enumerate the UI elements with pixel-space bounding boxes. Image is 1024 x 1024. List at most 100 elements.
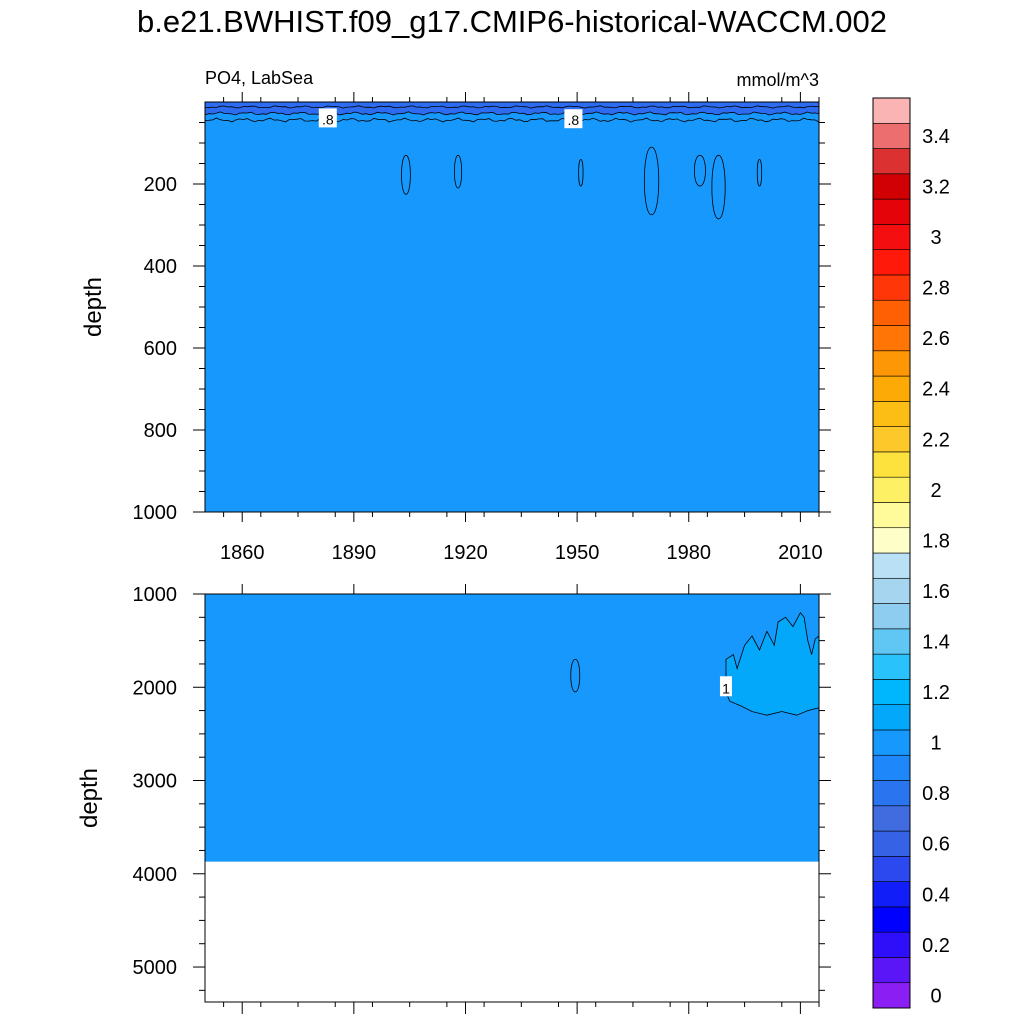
lower-contour-labels: 1 <box>719 676 732 697</box>
colorbar-swatch <box>872 426 911 453</box>
lower-panel: 1 1000 2000 3000 4000 5000 depth <box>76 584 831 1014</box>
colorbar-frame <box>872 97 911 1009</box>
lower-contour-island <box>570 658 581 693</box>
colorbar-swatch <box>872 451 911 478</box>
colorbar-swatch <box>872 325 911 352</box>
lower-plot-frame <box>204 593 820 1003</box>
colorbar-swatch <box>872 780 911 807</box>
contour-island <box>643 146 660 216</box>
contour-label-text: .8 <box>322 111 334 127</box>
upper-panel: .8 .8 1860 1890 1920 1950 1980 2010 200 400 600 80… <box>80 68 831 564</box>
colorbar-swatch <box>872 502 911 529</box>
contour-island <box>693 154 706 187</box>
colorbar-swatch <box>872 679 911 705</box>
colorbar: 0 0.2 0.4 0.6 0.8 1 1.2 1.4 1.6 1.8 2 2.2 2.4 2.6 2.8 3… <box>872 97 950 1009</box>
contour-label-box <box>719 676 732 697</box>
contour-label: .8 <box>318 108 337 128</box>
x-tick-label: 1950 <box>555 542 600 564</box>
y-tick-label: 800 <box>144 420 177 442</box>
y-tick-label: 1000 <box>133 584 178 606</box>
upper-contour-line-1 <box>204 105 820 109</box>
upper-contour-islands <box>401 146 763 220</box>
colorbar-swatch <box>872 299 911 326</box>
lower-anomaly-region <box>725 611 820 716</box>
colorbar-label: 1.8 <box>922 530 950 552</box>
contour-island <box>711 154 726 220</box>
x-tick-label: 1920 <box>443 542 488 564</box>
colorbar-swatch <box>872 982 911 1009</box>
x-tick-label: 1860 <box>220 542 265 564</box>
upper-contour-line-2 <box>204 111 820 116</box>
colorbar-swatch <box>872 148 911 175</box>
colorbar-label: 2 <box>930 480 941 502</box>
colorbar-swatch <box>872 198 911 225</box>
lower-field-fill <box>205 594 819 862</box>
colorbar-swatch <box>872 628 911 655</box>
colorbar-label: 0.4 <box>922 884 950 906</box>
colorbar-label: 0.8 <box>922 783 950 805</box>
contour-island <box>756 158 763 187</box>
colorbar-label: 2.4 <box>922 379 950 401</box>
colorbar-swatch <box>872 527 911 554</box>
upper-contour-labels: .8 .8 <box>318 108 583 129</box>
colorbar-swatch <box>872 401 911 427</box>
y-tick-label: 3000 <box>133 771 178 793</box>
colorbar-label: 2.8 <box>922 278 950 300</box>
contour-island <box>578 158 584 187</box>
colorbar-swatch <box>872 224 911 250</box>
colorbar-label: 3.2 <box>922 176 950 198</box>
upper-left-label: PO4, LabSea <box>205 68 314 88</box>
colorbar-swatch <box>872 856 911 882</box>
colorbar-swatch <box>872 173 911 200</box>
colorbar-swatch <box>872 754 911 781</box>
colorbar-swatch <box>872 704 911 731</box>
y-tick-label: 400 <box>144 256 177 278</box>
colorbar-label: 0.2 <box>922 935 950 957</box>
colorbar-swatch <box>872 350 911 377</box>
colorbar-label: 3 <box>930 227 941 249</box>
contour-label-text: 1 <box>722 680 730 696</box>
y-tick-label: 600 <box>144 338 177 360</box>
colorbar-swatch <box>872 603 911 630</box>
upper-contour-line-3 <box>204 117 820 123</box>
contour-label: .8 <box>564 109 583 129</box>
contour-island <box>401 154 411 195</box>
y-tick-label: 4000 <box>133 864 178 886</box>
upper-right-label: mmol/m^3 <box>737 70 819 90</box>
colorbar-swatch <box>872 805 911 832</box>
lower-y-axis-label: depth <box>76 768 103 828</box>
contour-island <box>454 154 463 189</box>
y-tick-label: 1000 <box>133 502 178 524</box>
colorbar-swatch <box>872 906 911 933</box>
colorbar-label: 0.6 <box>922 834 950 856</box>
contour-label-box <box>564 109 583 129</box>
x-tick-label: 1980 <box>667 542 712 564</box>
colorbar-swatch <box>872 476 911 503</box>
colorbar-label: 3.4 <box>922 126 950 148</box>
colorbar-label: 0 <box>930 985 941 1007</box>
y-tick-label: 5000 <box>133 957 178 979</box>
colorbar-swatch <box>872 97 911 124</box>
y-tick-label: 200 <box>144 174 177 196</box>
colorbar-swatch <box>872 931 911 958</box>
figure-title: b.e21.BWHIST.f09_g17.CMIP6-historical-WA… <box>136 4 887 39</box>
upper-axes: 1860 1890 1920 1950 1980 2010 200 400 600 800 1000 <box>133 92 831 564</box>
y-tick-label: 2000 <box>133 677 178 699</box>
colorbar-swatch <box>872 653 911 680</box>
contour-label-text: .8 <box>568 112 580 128</box>
lower-axes: 1000 2000 3000 4000 5000 <box>133 584 831 1014</box>
contour-label: 1 <box>719 676 732 697</box>
colorbar-swatch <box>872 577 911 604</box>
colorbar-swatch <box>872 881 911 908</box>
colorbar-label: 2.2 <box>922 429 950 451</box>
upper-field-fill <box>205 102 819 512</box>
colorbar-swatch <box>872 830 911 857</box>
x-tick-label: 2010 <box>778 542 823 564</box>
upper-surface-band <box>205 102 819 116</box>
colorbar-swatch <box>872 552 911 579</box>
colorbar-swatch <box>872 122 911 149</box>
colorbar-label: 2.6 <box>922 328 950 350</box>
colorbar-swatch <box>872 375 911 402</box>
colorbar-label: 1.4 <box>922 631 950 653</box>
